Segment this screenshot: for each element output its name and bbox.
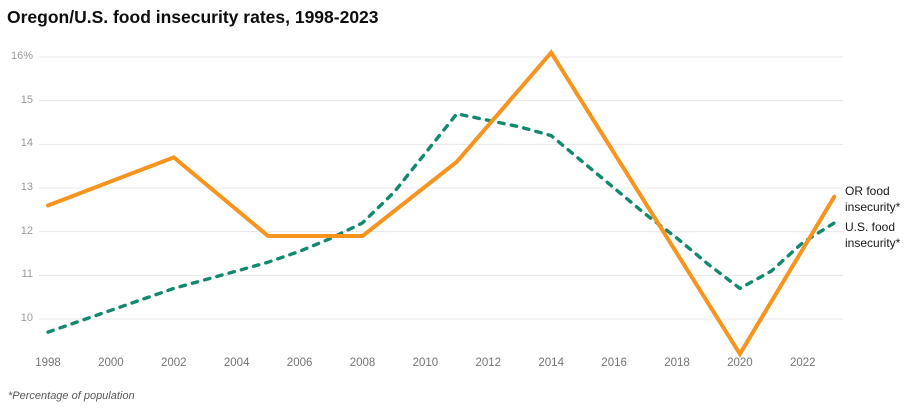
x-tick-label: 2022 (790, 357, 816, 369)
x-tick-label: 1998 (35, 357, 61, 369)
x-tick-label: 2014 (538, 357, 564, 369)
x-tick-label: 2018 (664, 357, 690, 369)
x-tick-label: 2000 (98, 357, 124, 369)
y-tick-label: 15 (20, 93, 33, 106)
x-tick-label: 2006 (286, 357, 313, 369)
x-tick-label: 2020 (727, 357, 753, 369)
y-tick-label: 12 (20, 224, 33, 237)
y-tick-label: 13 (20, 181, 33, 193)
x-tick-label: 2004 (223, 357, 250, 369)
y-tick-label: 10 (20, 312, 33, 324)
footnote: *Percentage of population (8, 390, 135, 402)
legend-label-us-food-insecurity: U.S. food insecurity* (845, 220, 901, 250)
x-tick-label: 2008 (349, 357, 376, 369)
y-tick-label: 11 (21, 268, 33, 281)
chart-title: Oregon/U.S. food insecurity rates, 1998-… (7, 7, 379, 27)
y-tick-label: 16% (10, 50, 33, 62)
x-tick-label: 2010 (412, 357, 439, 369)
x-tick-label: 2002 (161, 357, 187, 369)
or-food-insecurity-line (46, 49, 837, 358)
legend-label-or-food-insecurity: OR food insecurity* (845, 184, 901, 214)
x-tick-label: 2016 (601, 357, 627, 369)
x-tick-label: 2012 (475, 357, 502, 369)
us-food-insecurity-line (46, 112, 836, 334)
y-tick-label: 14 (20, 137, 33, 150)
